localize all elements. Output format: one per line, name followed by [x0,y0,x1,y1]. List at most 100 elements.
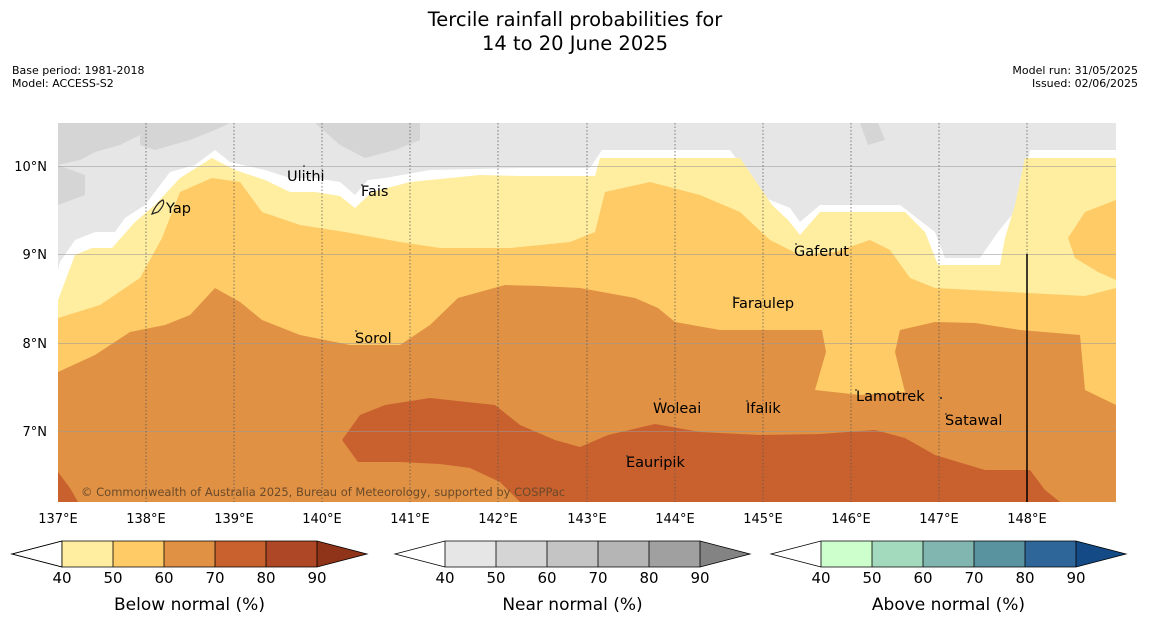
near-tick-40: 40 [435,569,454,587]
place-label-sorol: Sorol [355,331,392,347]
lon-label-144e: 144°E [655,512,695,527]
above-arrow-left [771,541,821,567]
place-label-yap: Yap [165,201,191,217]
near-normal-50-patch-2 [58,165,85,205]
model-text: Model: ACCESS-S2 [12,76,114,90]
near-tick-90: 90 [690,569,709,587]
lon-label-142e: 142°E [478,512,518,527]
place-label-eauripik: Eauripik [626,455,685,471]
below-colorbar-frame [10,540,369,568]
meta-left: Base period: 1981-2018 Model: ACCESS-S2 [12,64,145,90]
above-tick-80: 80 [1015,569,1034,587]
island-dot-eauripik [626,455,628,457]
title-line-1: Tercile rainfall probabilities for [427,8,723,31]
near-colorbar-frame [393,540,752,568]
above-colorbar-frame [769,540,1128,568]
below-tick-90: 90 [307,569,326,587]
below-swatch-50-60 [113,541,164,567]
colorbar-below-normal: 40 50 60 70 80 90 Below normal (%) [10,540,369,615]
lon-label-146e: 146°E [831,512,871,527]
place-label-fais: Fais [361,184,388,200]
above-swatch-50-60 [872,541,923,567]
lon-label-143e: 143°E [567,512,607,527]
below-tick-80: 80 [256,569,275,587]
island-dot-fais [361,184,363,186]
latitude-labels: 10°N 9°N 8°N 7°N [14,160,47,440]
island-dot-faraulep [733,296,735,298]
island-dot-ulithi [303,165,305,167]
below-swatch-70-80 [215,541,266,567]
near-normal-50-patch-5 [860,123,885,145]
lon-label-148e: 148°E [1007,512,1047,527]
below-arrow-left [10,540,63,568]
lat-label-8n: 8°N [23,337,48,352]
below-tick-40: 40 [52,569,71,587]
near-tick-50: 50 [486,569,505,587]
below-tick-50: 50 [103,569,122,587]
lon-label-140e: 140°E [302,512,342,527]
near-tick-70: 70 [588,569,607,587]
place-label-gaferut: Gaferut [794,244,849,260]
longitude-labels: 137°E 138°E 139°E 140°E 141°E 142°E 143°… [38,512,1047,527]
near-tick-60: 60 [537,569,556,587]
lat-label-10n: 10°N [14,160,47,175]
lon-label-139e: 139°E [214,512,254,527]
place-label-ulithi: Ulithi [287,169,325,185]
lon-label-145e: 145°E [743,512,783,527]
above-tick-60: 60 [913,569,932,587]
near-swatch-80-90 [649,541,700,567]
map-title: Tercile rainfall probabilities for 14 to… [0,8,1150,56]
base-period-text: Base period: 1981-2018 [12,64,145,77]
issued-text: Issued: 02/06/2025 [1031,76,1138,90]
near-normal-50-patch-4 [315,123,420,158]
above-colorbar-title: Above normal (%) [872,595,1025,615]
place-label-woleai: Woleai [653,401,701,417]
below-arrow-right [317,541,367,567]
lat-label-7n: 7°N [23,425,48,440]
place-label-faraulep: Faraulep [732,296,794,312]
lon-label-137e: 137°E [38,512,78,527]
island-dot-satawal [945,413,947,415]
lon-label-141e: 141°E [390,512,430,527]
below-normal-50-60-east [1068,200,1116,280]
copyright-notice: © Commonwealth of Australia 2025, Bureau… [81,485,565,499]
model-run-text: Model run: 31/05/2025 [1012,64,1138,77]
above-tick-70: 70 [964,569,983,587]
place-label-lamotrek: Lamotrek [856,389,925,405]
place-labels: Ulithi Fais Yap Gaferut Faraulep Sorol L… [165,169,1002,471]
below-normal-70-80-region [342,398,1060,502]
below-swatch-60-70 [164,541,215,567]
above-swatch-80-90 [1025,541,1076,567]
near-swatch-50-60 [496,541,547,567]
meta-right: Model run: 31/05/2025 Issued: 02/06/2025 [1012,64,1138,90]
above-tick-40: 40 [811,569,830,587]
title-line-2: 14 to 20 June 2025 [481,32,669,55]
colorbar-near-normal: 40 50 60 70 80 90 Near normal (%) [393,540,752,615]
near-swatch-40-50 [445,541,496,567]
above-swatch-40-50 [821,541,872,567]
above-swatch-60-70 [923,541,974,567]
below-swatch-40-50 [62,541,113,567]
above-arrow-right [1076,541,1126,567]
island-dot-ifalik [746,400,748,402]
near-normal-50-patch-3 [140,123,230,150]
below-swatch-80-90 [266,541,317,567]
above-swatch-70-80 [974,541,1025,567]
near-normal-50-patch-1 [58,123,140,165]
island-dot-gaferut [795,243,797,245]
yap-island-outline [150,199,165,215]
place-label-satawal: Satawal [945,413,1002,429]
below-colorbar-title: Below normal (%) [114,595,265,615]
island-dot-lamotrek [855,389,857,391]
lon-label-138e: 138°E [126,512,166,527]
below-tick-70: 70 [205,569,224,587]
below-tick-60: 60 [154,569,173,587]
near-swatch-60-70 [547,541,598,567]
island-markers [150,165,947,457]
place-label-ifalik: Ifalik [746,401,781,417]
below-normal-70-80-corner [58,472,78,502]
above-tick-90: 90 [1066,569,1085,587]
near-colorbar-title: Near normal (%) [502,595,642,615]
above-tick-50: 50 [862,569,881,587]
